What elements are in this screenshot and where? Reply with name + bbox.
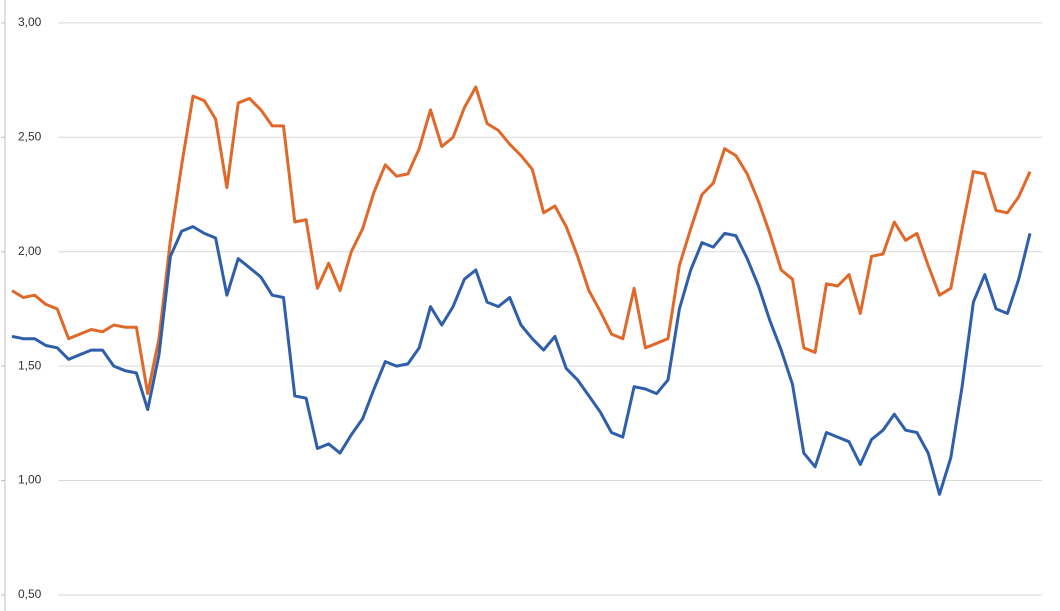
y-tick-label: 1,50 [18,358,42,372]
y-tick-label: 0,50 [18,587,42,601]
y-tick-label: 1,00 [18,473,42,487]
y-tick-label: 3,00 [18,15,42,29]
series-line [11,225,1032,496]
y-tick-label: 2,00 [18,244,42,258]
series-line [11,85,1032,396]
y-tick-label: 2,50 [18,129,42,143]
